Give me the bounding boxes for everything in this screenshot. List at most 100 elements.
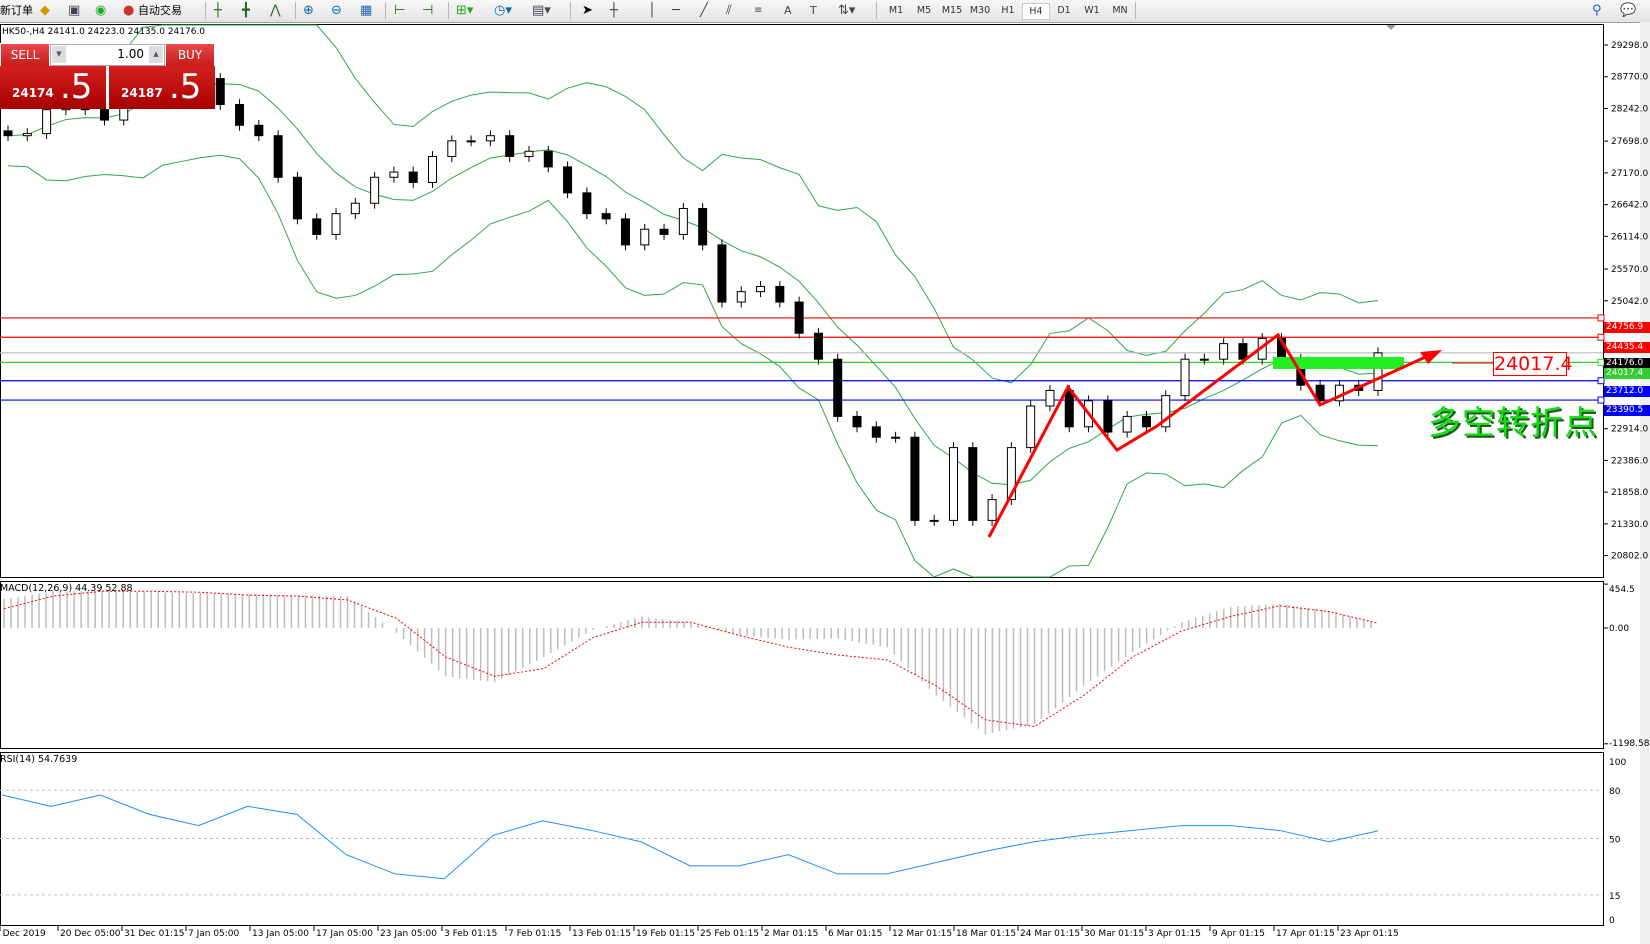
bull-candle [756, 285, 766, 293]
equidistant-channel-icon[interactable]: ⫽ [726, 3, 732, 18]
lot-increase-icon[interactable]: ▲ [149, 46, 163, 63]
price-tick-label: 26114.0 [1611, 232, 1648, 242]
tile-windows-icon[interactable]: ▦ [360, 3, 373, 18]
bull-candle [1373, 352, 1383, 391]
price-callout-label[interactable]: 24017.4 [1493, 352, 1573, 376]
time-tick-label: 23 Apr 01:15 [1340, 929, 1399, 939]
trend-arrow-path[interactable] [987, 332, 1431, 538]
search-icon[interactable]: ⚲ [1592, 3, 1602, 18]
bear-candle [1315, 384, 1325, 402]
bull-candle [524, 150, 534, 157]
auto-trading-button[interactable]: 自动交易 [138, 4, 182, 17]
time-tick-label: 7 Jan 05:00 [188, 929, 240, 939]
bull-candle [22, 133, 32, 137]
metaeditor-icon[interactable]: ◆ [40, 3, 50, 18]
timeframe-d1[interactable]: D1 [1057, 5, 1071, 16]
auto-trading-icon[interactable]: ● [123, 3, 135, 18]
periods-icon[interactable]: ◷▾ [494, 3, 512, 18]
separator [205, 2, 206, 19]
bear-candle [1064, 389, 1074, 428]
timeframe-m5[interactable]: M5 [916, 5, 932, 16]
bull-candle [428, 155, 438, 183]
trend-arrows[interactable] [987, 332, 1493, 538]
signal-icon[interactable]: ◉ [95, 3, 107, 18]
autoscroll-icon[interactable]: ⊣ [422, 3, 434, 18]
level-tag-24017: 24017.4 [1604, 368, 1650, 379]
sell-button[interactable]: SELL [0, 43, 50, 67]
timeframe-m15[interactable]: M15 [941, 5, 963, 16]
bull-candle [1045, 389, 1055, 407]
macd-tick-label: -1198.58 [1609, 739, 1650, 749]
timeframe-w1[interactable]: W1 [1084, 5, 1100, 16]
timeframe-h1[interactable]: H1 [1001, 5, 1015, 16]
level-handle-icon [1597, 333, 1605, 341]
sell-price[interactable]: 24174 .5 [0, 66, 106, 109]
time-tick-label: 2 Mar 01:15 [764, 929, 819, 939]
price-tick-label: 26642.0 [1611, 201, 1648, 211]
bear-candle [620, 218, 630, 246]
time-tick-label: 6 Mar 01:15 [828, 929, 883, 939]
vertical-line-icon[interactable]: │ [648, 3, 656, 18]
rsi-indicator: 100 80 50 15 0 [0, 758, 1626, 926]
bull-candle [929, 519, 939, 522]
timeframe-m1[interactable]: M1 [888, 5, 904, 16]
time-tick-label: 25 Feb 01:15 [700, 929, 760, 939]
bull-candle [331, 213, 341, 235]
scrollbar[interactable] [1640, 22, 1650, 944]
separator [570, 2, 571, 19]
candlestick-icon[interactable]: ╋ [242, 3, 250, 18]
bull-candle [370, 176, 380, 204]
buy-price[interactable]: 24187 .5 [109, 66, 215, 109]
bear-candle [273, 135, 283, 178]
bb-lower-band [7, 154, 1379, 578]
time-tick-label: 18 Mar 01:15 [956, 929, 1017, 939]
bear-candle [215, 78, 225, 105]
crosshair-icon[interactable]: ┼ [610, 3, 618, 18]
chart-shift-marker[interactable] [1386, 25, 1396, 30]
rsi-tick-label: 80 [1609, 787, 1621, 797]
bear-candle [1141, 415, 1151, 428]
templates-icon[interactable]: ▤▾ [532, 3, 551, 18]
bar-chart-icon[interactable]: ┼ [214, 3, 222, 18]
new-order-button[interactable]: 新订单 [0, 4, 33, 17]
bull-candle [447, 140, 457, 157]
lot-value[interactable]: 1.00 [117, 47, 144, 61]
timeframe-h4[interactable]: H4 [1022, 3, 1050, 20]
timeframe-mn[interactable]: MN [1112, 5, 1128, 16]
chat-icon[interactable]: 💬 [1620, 3, 1637, 18]
fibonacci-icon[interactable]: ≡ [754, 5, 763, 16]
cursor-icon[interactable]: ➤ [582, 3, 593, 18]
bull-candle [948, 447, 958, 521]
arrows-icon[interactable]: ⇅▾ [838, 3, 856, 18]
bear-candle [968, 447, 978, 521]
turning-zone-rectangle[interactable] [1273, 357, 1404, 369]
bid-price-tag: 24176.0 [1604, 358, 1650, 369]
buy-price-main: 24187 [121, 86, 163, 100]
time-tick-label: 19 Feb 01:15 [636, 929, 696, 939]
separator [1135, 2, 1136, 19]
lot-size-input[interactable]: ▼ 1.00 ▲ [50, 44, 165, 66]
indicators-icon[interactable]: ⊞▾ [456, 3, 474, 18]
bear-candle [813, 332, 823, 360]
price-tick-label: 25042.0 [1611, 297, 1648, 307]
turning-point-text[interactable]: 多空转折点 [1428, 403, 1598, 442]
line-chart-icon[interactable]: ⋀ [270, 3, 281, 18]
time-tick-label: 5 Dec 2019 [0, 929, 46, 939]
bull-candle [485, 135, 495, 142]
bear-candle [833, 358, 843, 417]
rsi-tick-label: 100 [1609, 758, 1626, 768]
lot-decrease-icon[interactable]: ▼ [52, 46, 66, 63]
text-icon[interactable]: A [784, 4, 792, 17]
zoom-in-icon[interactable]: ⊕ [303, 3, 314, 18]
level-tag-23390: 23390.5 [1604, 405, 1650, 416]
trendline-icon[interactable]: ╱ [700, 3, 708, 18]
chart-shift-icon[interactable]: ⊢ [394, 3, 406, 18]
time-tick-label: 31 Dec 01:15 [124, 929, 185, 939]
buy-button[interactable]: BUY [165, 43, 215, 67]
horizontal-line-icon[interactable]: ─ [672, 3, 680, 18]
text-label-icon[interactable]: T [810, 4, 817, 17]
navigator-icon[interactable]: ▣ [68, 3, 81, 18]
timeframe-m30[interactable]: M30 [969, 5, 991, 16]
zoom-out-icon[interactable]: ⊖ [331, 3, 342, 18]
